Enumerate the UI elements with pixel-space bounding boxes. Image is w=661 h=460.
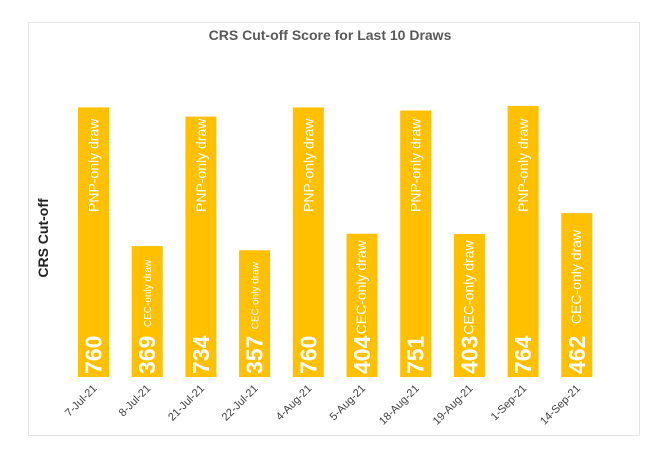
- bar-4-Aug-21: [292, 107, 324, 378]
- bar-18-Aug-21: [400, 110, 432, 377]
- bar-annotation: PNP-only draw: [300, 118, 316, 212]
- value-label: 760: [295, 336, 321, 374]
- bar-annotation: CEC-only draw: [353, 239, 369, 334]
- x-tick-label: 1-Sep-21: [489, 383, 529, 423]
- value-label: 760: [81, 336, 107, 374]
- x-tick-label: 8-Jul-21: [117, 383, 154, 420]
- value-label: 369: [134, 336, 160, 374]
- y-axis-label: CRS Cut-off: [35, 198, 51, 278]
- bar-annotation: CEC-only draw: [568, 229, 584, 324]
- value-label: 404: [349, 335, 375, 374]
- x-tick-label: 21-Jul-21: [166, 383, 207, 424]
- value-label: 403: [456, 336, 482, 374]
- x-tick-label: 19-Aug-21: [431, 383, 476, 428]
- bar-annotation: CEC-only draw: [251, 261, 262, 329]
- value-label: 734: [188, 335, 214, 374]
- bar-14-Sep-21: [561, 213, 593, 377]
- x-tick-label: 14-Sep-21: [538, 383, 583, 428]
- bar-8-Jul-21: [131, 246, 163, 377]
- bar-annotation: CEC-only draw: [460, 240, 476, 335]
- x-tick-label: 22-Jul-21: [220, 383, 261, 424]
- bar-21-Jul-21: [185, 116, 217, 377]
- bar-annotation: PNP-only draw: [86, 118, 102, 212]
- value-label: 462: [564, 336, 590, 374]
- bar-19-Aug-21: [453, 234, 485, 377]
- value-label: 751: [403, 335, 429, 374]
- bar-5-Aug-21: [346, 233, 378, 377]
- value-label: 764: [510, 335, 536, 374]
- bars-group: [78, 105, 593, 378]
- x-tick-label: 4-Aug-21: [274, 383, 314, 423]
- x-tick-labels: 7-Jul-21 8-Jul-21 21-Jul-21 22-Jul-21 4-Aug-…: [63, 383, 583, 428]
- bar-1-Sep-21: [507, 105, 539, 378]
- bar-annotation: PNP-only draw: [408, 118, 424, 212]
- labels-group: 760 PNP-only draw 369 CEC-only draw 734 PNP-o…: [81, 118, 590, 374]
- value-label: 357: [242, 336, 268, 374]
- x-tick-label: 18-Aug-21: [377, 383, 422, 428]
- x-tick-label: 5-Aug-21: [328, 383, 368, 423]
- bar-7-Jul-21: [78, 107, 109, 378]
- bar-annotation: PNP-only draw: [193, 118, 209, 212]
- bar-annotation: CEC-only draw: [143, 259, 154, 327]
- bar-22-Jul-21: [239, 250, 271, 377]
- bar-annotation: PNP-only draw: [515, 118, 531, 212]
- x-tick-label: 7-Jul-21: [63, 383, 100, 420]
- chart-title: CRS Cut-off Score for Last 10 Draws: [209, 27, 452, 43]
